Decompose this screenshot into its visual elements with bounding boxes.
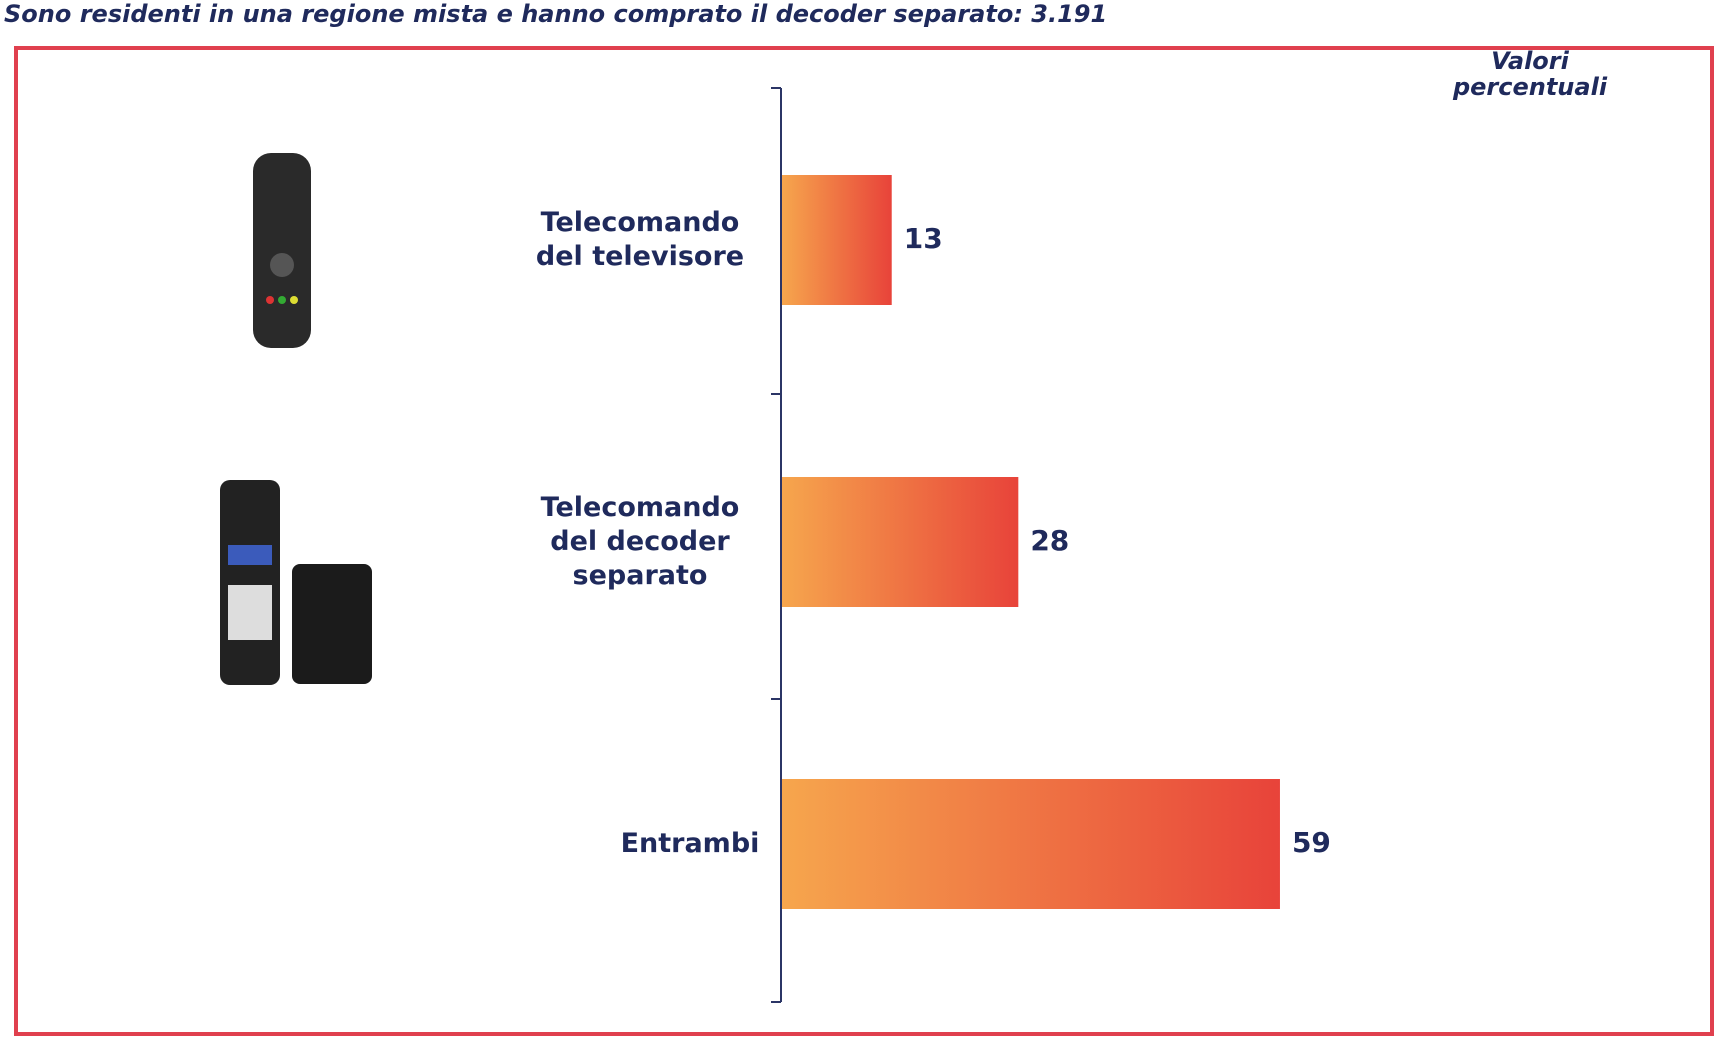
bar — [782, 779, 1280, 909]
category-label: Telecomando del decoder separato — [540, 492, 740, 591]
remote-icon — [253, 153, 311, 348]
bar — [782, 175, 892, 305]
chart-title: Sono residenti in una regione mista e ha… — [4, 0, 1108, 28]
bar — [782, 477, 1019, 607]
category-label: Telecomando del televisore — [535, 207, 745, 272]
value-label: 13 — [904, 222, 943, 255]
chart-subtitle: Valori percentuali — [1452, 47, 1608, 101]
category-label: Entrambi — [620, 828, 760, 859]
decoder-icon — [220, 480, 372, 685]
value-label: 59 — [1292, 826, 1331, 859]
value-label: 28 — [1030, 524, 1069, 557]
frame — [14, 46, 1714, 1036]
